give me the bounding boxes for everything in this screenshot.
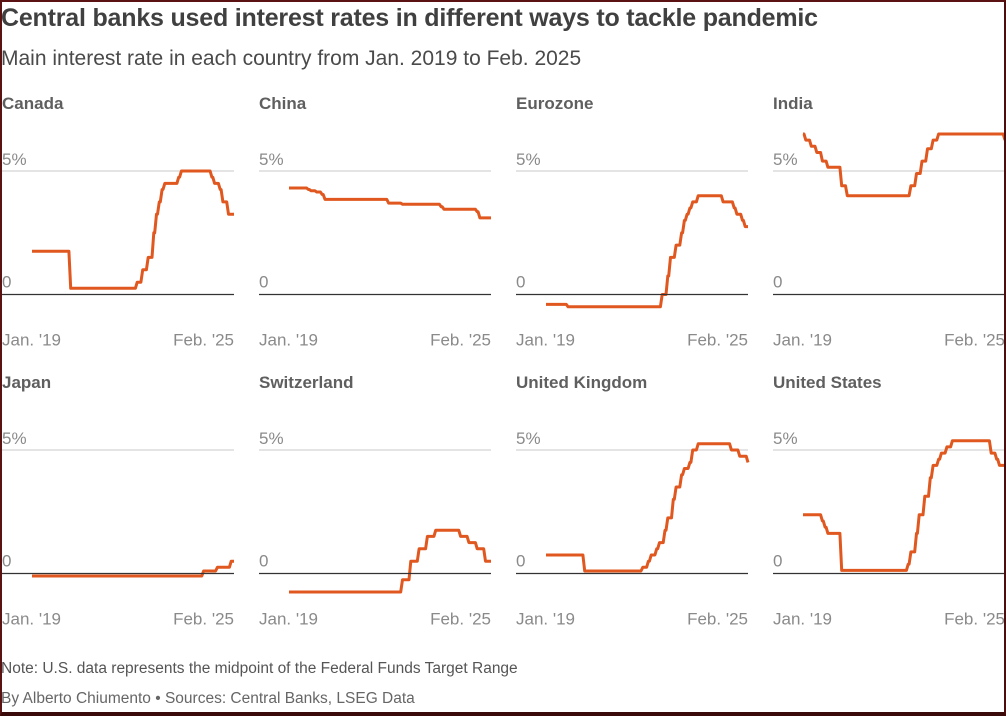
ytick-label-0: 0 [773, 273, 782, 292]
panel-title-switzerland: Switzerland [259, 373, 354, 392]
ytick-label-0: 0 [2, 552, 11, 571]
ytick-label-5pct: 5% [773, 429, 798, 448]
panel-japan: Japan 5% 0 Jan. '19 Feb. '25 [2, 373, 242, 638]
ytick-label-5pct: 5% [773, 150, 798, 169]
xtick-label-end: Feb. '25 [687, 610, 748, 629]
ytick-label-5pct: 5% [2, 429, 27, 448]
byline-sources: By Alberto Chiumento • Sources: Central … [1, 690, 415, 707]
plot-united-kingdom: 5% 0 Jan. '19 Feb. '25 [516, 429, 750, 629]
xtick-label-start: Jan. '19 [259, 331, 318, 350]
panel-title-eurozone: Eurozone [516, 94, 594, 113]
series-line-eurozone [546, 194, 748, 309]
panel-united-kingdom: United Kingdom 5% 0 Jan. '19 Feb. '25 [516, 373, 756, 638]
panel-eurozone: Eurozone 5% 0 Jan. '19 Feb. '25 [516, 94, 756, 359]
series-line-china [289, 186, 491, 220]
ytick-label-5pct: 5% [259, 429, 284, 448]
xtick-label-end: Feb. '25 [430, 610, 491, 629]
footnote: Note: U.S. data represents the midpoint … [1, 660, 518, 677]
panel-title-japan: Japan [2, 373, 52, 392]
panel-india: India 5% 0 Jan. '19 Feb. '25 [773, 94, 1006, 359]
xtick-label-end: Feb. '25 [430, 331, 491, 350]
panel-title-united-states: United States [773, 373, 882, 392]
ytick-label-0: 0 [259, 552, 268, 571]
series-line-switzerland [289, 528, 491, 594]
chart-title: Central banks used interest rates in dif… [1, 4, 818, 32]
plot-china: 5% 0 Jan. '19 Feb. '25 [259, 150, 491, 350]
series-line-japan [32, 559, 234, 578]
ytick-label-0: 0 [773, 552, 782, 571]
xtick-label-end: Feb. '25 [687, 331, 748, 350]
plot-india: 5% 0 Jan. '19 Feb. '25 [773, 132, 1006, 350]
plot-japan: 5% 0 Jan. '19 Feb. '25 [2, 429, 234, 629]
series-line-united-kingdom [546, 442, 750, 573]
plot-switzerland: 5% 0 Jan. '19 Feb. '25 [259, 429, 491, 629]
panel-title-united-kingdom: United Kingdom [516, 373, 648, 392]
plot-united-states: 5% 0 Jan. '19 Feb. '25 [773, 429, 1005, 629]
ytick-label-0: 0 [259, 273, 268, 292]
ytick-label-0: 0 [516, 552, 525, 571]
panel-united-states: United States 5% 0 Jan. '19 Feb. '25 [773, 373, 1006, 638]
xtick-label-start: Jan. '19 [2, 610, 61, 629]
plot-eurozone: 5% 0 Jan. '19 Feb. '25 [516, 150, 748, 350]
series-line-canada [32, 169, 234, 290]
xtick-label-start: Jan. '19 [773, 331, 832, 350]
xtick-label-start: Jan. '19 [773, 610, 832, 629]
panel-title-india: India [773, 94, 813, 113]
panel-canada: Canada 5% 0 Jan. '19 Feb. '25 [2, 94, 242, 359]
xtick-label-start: Jan. '19 [259, 610, 318, 629]
xtick-label-end: Feb. '25 [173, 610, 234, 629]
plot-canada: 5% 0 Jan. '19 Feb. '25 [2, 150, 234, 350]
ytick-label-0: 0 [516, 273, 525, 292]
xtick-label-end: Feb. '25 [944, 331, 1005, 350]
series-line-india [802, 132, 1006, 198]
ytick-label-5pct: 5% [259, 150, 284, 169]
panel-title-canada: Canada [2, 94, 64, 113]
ytick-label-5pct: 5% [2, 150, 27, 169]
chart-subtitle: Main interest rate in each country from … [1, 47, 582, 70]
xtick-label-start: Jan. '19 [516, 331, 575, 350]
xtick-label-start: Jan. '19 [516, 610, 575, 629]
panel-title-china: China [259, 94, 307, 113]
panel-switzerland: Switzerland 5% 0 Jan. '19 Feb. '25 [259, 373, 499, 638]
ytick-label-5pct: 5% [516, 150, 541, 169]
ytick-label-5pct: 5% [516, 429, 541, 448]
xtick-label-start: Jan. '19 [2, 331, 61, 350]
xtick-label-end: Feb. '25 [173, 331, 234, 350]
series-line-united-states [803, 439, 1005, 572]
xtick-label-end: Feb. '25 [944, 610, 1005, 629]
panel-china: China 5% 0 Jan. '19 Feb. '25 [259, 94, 499, 359]
ytick-label-0: 0 [2, 273, 11, 292]
